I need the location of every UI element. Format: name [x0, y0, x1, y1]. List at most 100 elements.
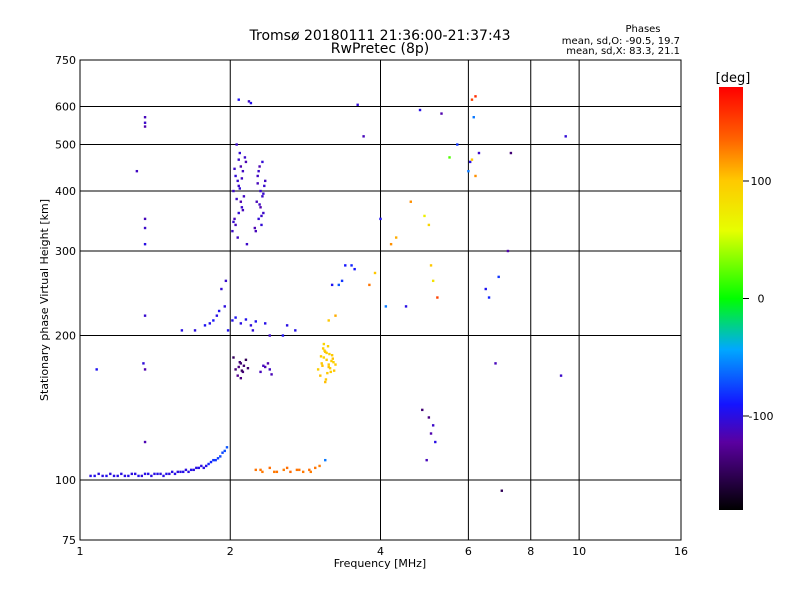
data-point: [448, 156, 451, 159]
data-point: [255, 200, 258, 203]
x-tick-label: 4: [377, 545, 384, 558]
y-tick-label: 600: [55, 101, 76, 114]
data-point: [212, 319, 215, 322]
data-point: [140, 474, 144, 478]
chart-title: Tromsø 20180111 21:36:00-21:37:43: [249, 28, 511, 44]
data-point: [394, 236, 398, 239]
plot-frame: [79, 59, 682, 541]
data-point: [231, 229, 234, 233]
data-point: [237, 158, 240, 161]
data-point: [509, 151, 513, 155]
data-point: [324, 380, 327, 384]
data-point: [425, 458, 428, 462]
data-point: [247, 100, 251, 103]
data-point: [242, 364, 246, 367]
data-point: [253, 226, 257, 230]
data-point: [226, 329, 230, 332]
data-point: [262, 211, 265, 215]
data-point: [456, 143, 459, 146]
data-point: [327, 365, 330, 369]
data-point: [89, 474, 92, 478]
data-point: [143, 217, 147, 221]
data-point: [356, 103, 359, 106]
colorbar-tick-label: 100: [751, 175, 772, 188]
data-point: [223, 305, 226, 308]
data-point: [500, 489, 504, 492]
data-point: [266, 362, 270, 365]
data-point: [470, 98, 474, 101]
data-point: [236, 179, 239, 183]
plot-border: [79, 59, 682, 541]
data-point: [421, 408, 424, 412]
data-point: [368, 283, 371, 287]
data-point: [325, 351, 328, 355]
data-point: [264, 322, 267, 325]
data-point: [324, 458, 327, 462]
data-point: [259, 370, 262, 374]
data-point: [239, 200, 243, 203]
data-point: [137, 474, 140, 478]
data-point: [101, 474, 104, 478]
x-tick-label: 8: [527, 545, 534, 558]
data-point: [179, 470, 182, 474]
data-point: [353, 267, 356, 271]
data-point: [205, 464, 208, 468]
data-point: [133, 472, 137, 476]
data-point: [320, 362, 323, 365]
data-point: [268, 466, 271, 470]
data-point: [240, 206, 244, 209]
data-point: [384, 305, 388, 308]
data-point: [329, 370, 332, 374]
data-point: [322, 342, 326, 346]
data-point: [262, 364, 265, 367]
data-point: [326, 345, 330, 348]
x-axis-label: Frequency [MHz]: [334, 557, 426, 570]
data-point: [232, 356, 235, 359]
data-point: [234, 223, 237, 227]
data-point: [189, 468, 193, 472]
data-point: [239, 165, 243, 168]
data-point: [195, 466, 198, 470]
data-point: [220, 287, 223, 291]
data-point: [330, 353, 334, 357]
data-point: [143, 242, 147, 246]
data-point: [472, 116, 475, 119]
data-point: [259, 189, 262, 193]
data-point: [308, 468, 311, 472]
data-point: [240, 369, 244, 372]
data-point: [143, 314, 147, 317]
chart-subtitle: RwPretec (8p): [331, 41, 429, 57]
data-point: [214, 458, 217, 462]
data-point: [192, 468, 195, 472]
data-point: [295, 468, 299, 472]
data-point: [221, 451, 224, 454]
data-point: [153, 472, 156, 476]
data-point: [319, 374, 322, 377]
data-point: [468, 160, 472, 164]
data-point: [223, 449, 226, 453]
data-point: [477, 151, 481, 155]
data-point: [324, 378, 328, 381]
data-point: [225, 446, 229, 449]
data-point: [241, 208, 245, 212]
y-tick-label: 300: [55, 245, 76, 258]
data-point: [237, 211, 240, 215]
data-point: [330, 359, 333, 363]
data-point: [238, 151, 241, 155]
y-tick-label: 75: [62, 534, 76, 547]
data-point: [427, 223, 431, 227]
data-point: [268, 368, 271, 371]
x-tick-label: 10: [572, 545, 586, 558]
data-point: [328, 352, 331, 356]
data-point: [319, 355, 323, 358]
data-point: [109, 472, 112, 476]
data-point: [200, 464, 203, 468]
data-point: [261, 195, 264, 198]
data-point: [238, 360, 241, 364]
data-point: [423, 214, 426, 218]
data-point: [249, 324, 253, 327]
data-point: [143, 121, 147, 124]
data-point: [318, 464, 321, 468]
data-point: [209, 460, 213, 464]
